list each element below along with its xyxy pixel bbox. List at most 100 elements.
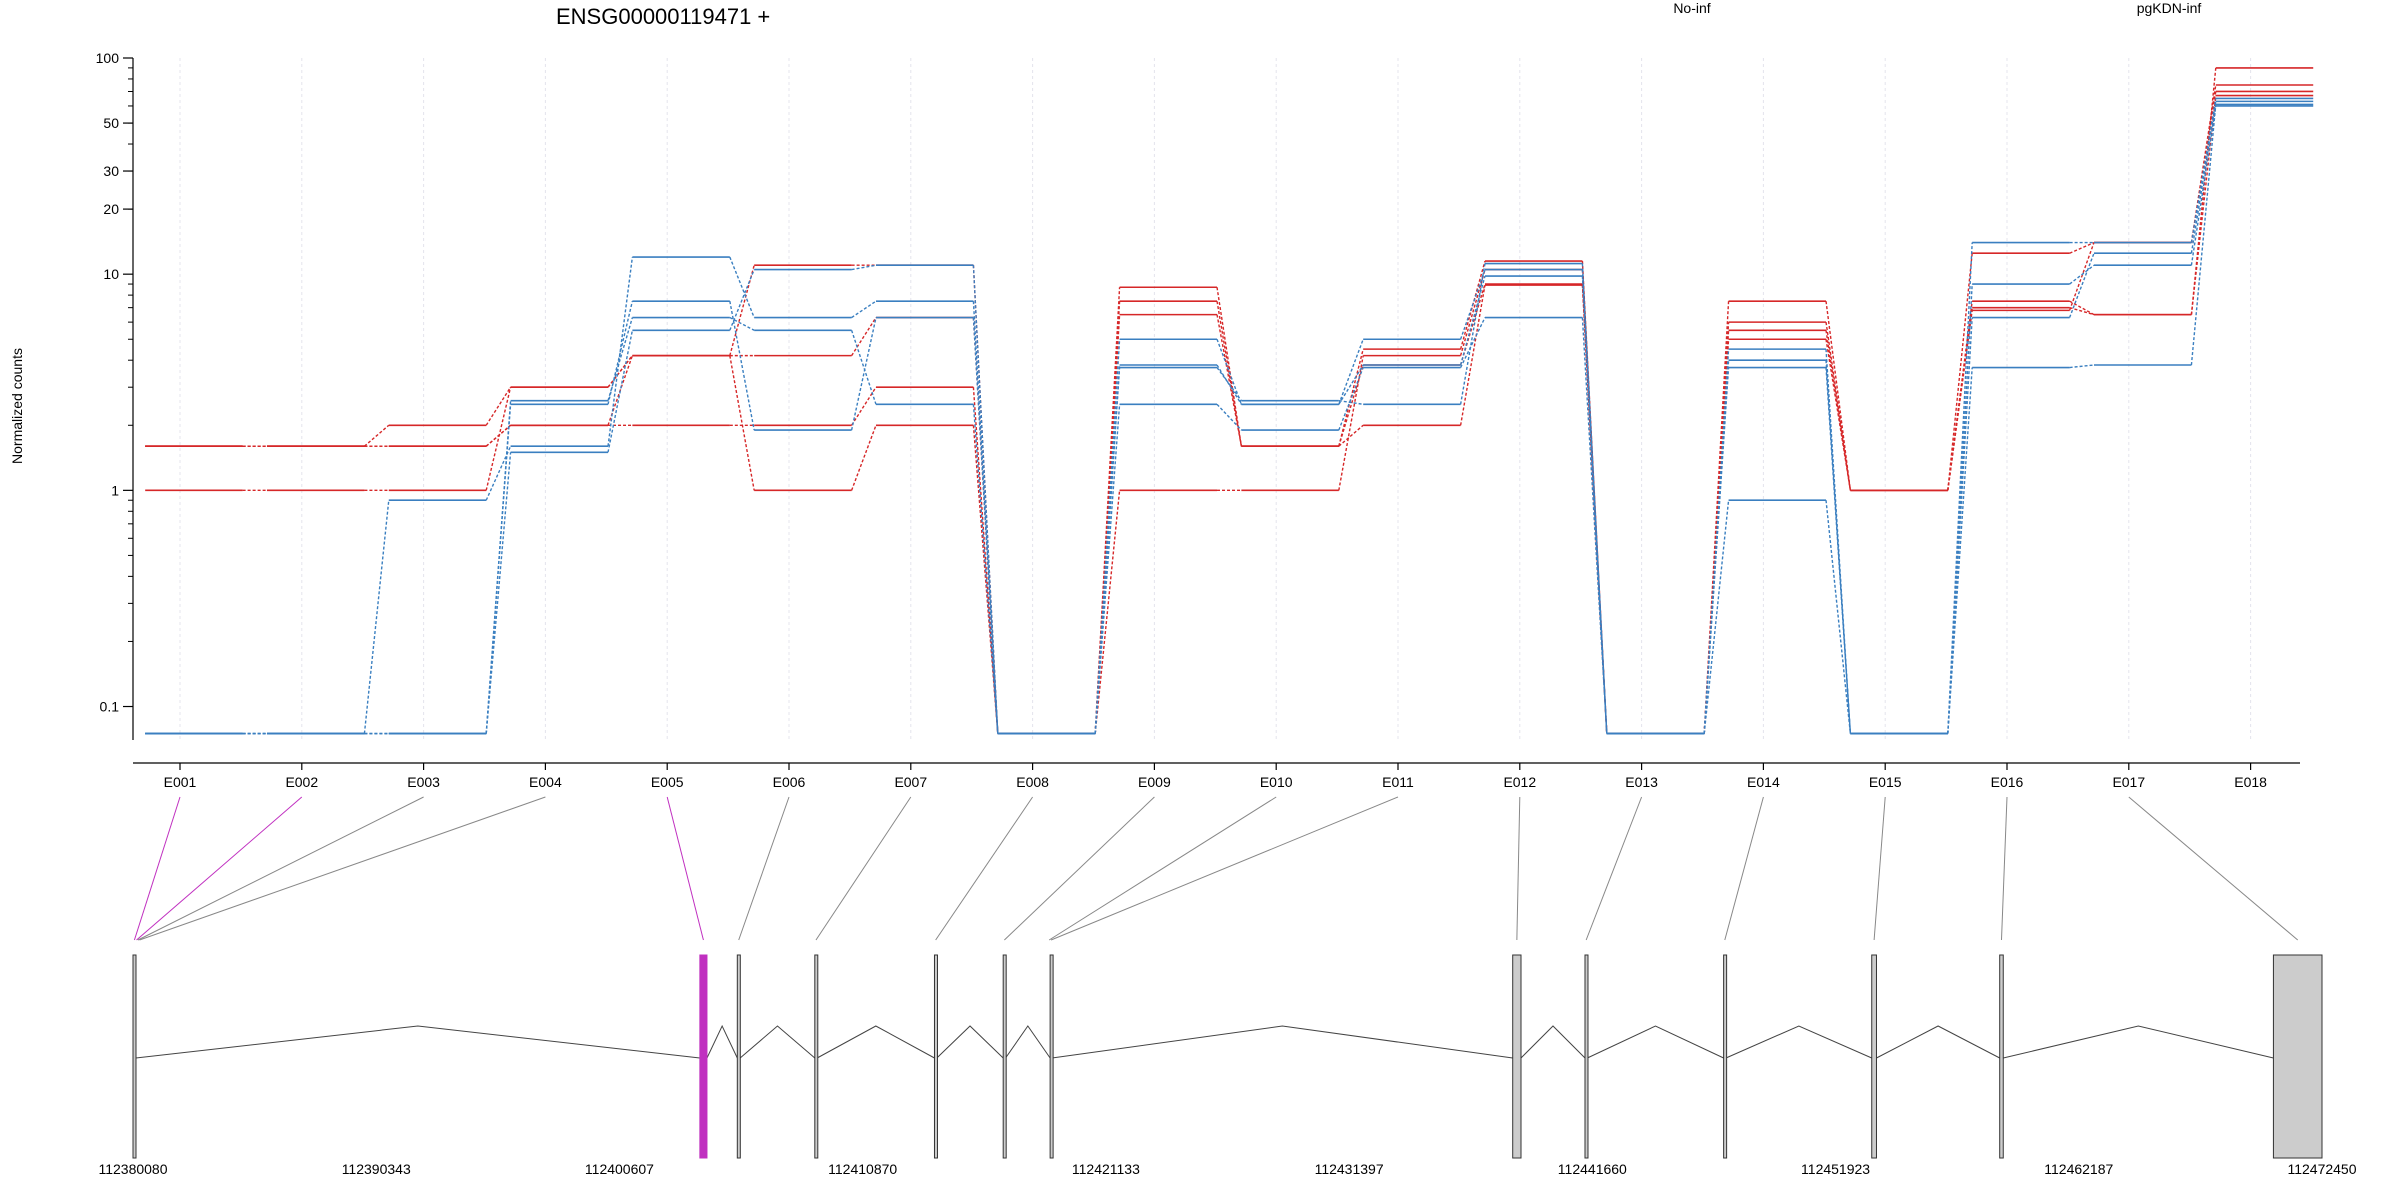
series-transition (729, 256, 755, 318)
coord-label: 112441660 (1558, 1161, 1627, 1177)
series-transition (1338, 339, 1364, 405)
coord-label: 112431397 (1315, 1161, 1384, 1177)
series-transition (850, 317, 877, 431)
series-transition (607, 330, 634, 453)
coord-label: 112472450 (2287, 1161, 2356, 1177)
series-transition (1216, 339, 1243, 405)
exon-box (1723, 954, 1728, 1159)
x-tick-label: E016 (1991, 774, 2024, 790)
exon-box (1871, 954, 1877, 1159)
coord-label: 112421133 (1072, 1161, 1140, 1177)
y-tick-label: 50 (103, 115, 119, 131)
intron (1725, 1025, 1872, 1059)
connector-e002 (136, 796, 303, 941)
x-tick-label: E004 (529, 774, 562, 790)
axes: 0.1 1 10 20 30 50 100 E001 E002 E003 E004 E005 E006 E… (96, 50, 2300, 790)
exon-box (1999, 954, 2004, 1159)
coord-label: 112390343 (342, 1161, 411, 1177)
intron (706, 1024, 738, 1059)
connector-e008 (935, 796, 1034, 941)
series-transition (485, 452, 512, 734)
series-transition (2069, 306, 2095, 316)
y-tick-label: 30 (103, 163, 119, 179)
connector-e017 (2128, 796, 2299, 941)
series-transition (1459, 263, 1486, 405)
series-transition (1338, 367, 1364, 431)
exon-box (933, 954, 938, 1159)
connector-e012 (1516, 796, 1521, 941)
exon-connectors (133, 796, 2299, 941)
series-transition (1094, 339, 1121, 734)
series-transition (2190, 104, 2217, 366)
series-no-inf (145, 67, 2314, 735)
intron (2003, 1025, 2274, 1059)
gridlines (179, 58, 2252, 740)
y-axis-label: Normalized counts (9, 348, 25, 464)
connector-e011 (1050, 796, 1399, 941)
series-no-inf (145, 90, 2314, 735)
series-transition (1947, 242, 1973, 734)
series-transition (1825, 330, 1852, 491)
series-transition (729, 301, 755, 431)
exon-box (132, 954, 137, 1159)
series-transition (729, 269, 755, 331)
series-transition (1947, 367, 1973, 734)
series-transition (972, 387, 999, 734)
series-transition (1338, 348, 1364, 447)
series-transition (2190, 101, 2217, 254)
series-pgkdn-inf (145, 103, 2314, 735)
coord-label: 112462187 (2044, 1161, 2113, 1177)
series-transition (607, 301, 634, 405)
coord-label: 112451923 (1801, 1161, 1870, 1177)
series-transition (1216, 301, 1243, 447)
series-transition (851, 300, 877, 319)
series-transition (972, 265, 999, 734)
connector-e005 (666, 796, 704, 941)
series-no-inf (145, 94, 2314, 735)
series-transition (2190, 105, 2217, 266)
series-transition (851, 264, 877, 271)
x-tick-label: E002 (285, 774, 318, 790)
connector-e016 (2000, 796, 2008, 941)
x-tick-label: E013 (1625, 774, 1658, 790)
coord-label: 112400607 (585, 1161, 654, 1177)
series-transition (363, 424, 390, 447)
series-transition (2068, 242, 2095, 311)
series-transition (2069, 364, 2095, 369)
y-tick-label: 10 (103, 266, 119, 282)
exon-box (736, 954, 741, 1159)
connector-e004 (139, 796, 546, 941)
series-transition (2190, 95, 2217, 315)
x-tick-label: E012 (1503, 774, 1536, 790)
series-transition (729, 265, 755, 356)
series-transition (850, 330, 877, 405)
series-transition (485, 387, 512, 491)
y-tick-label: 1 (111, 482, 119, 498)
connector-e001 (133, 796, 181, 941)
intron (739, 1025, 816, 1059)
connector-e013 (1585, 796, 1643, 941)
series-lines (145, 67, 2314, 735)
connector-e010 (1048, 796, 1277, 941)
x-tick-label: E003 (407, 774, 440, 790)
series-transition (1216, 287, 1243, 447)
series-transition (850, 425, 877, 491)
series-transition (729, 355, 755, 491)
series-transition (972, 317, 999, 734)
series-transition (2069, 264, 2095, 285)
series-transition (1703, 301, 1730, 734)
series-transition (485, 386, 512, 426)
intron (1587, 1025, 1724, 1059)
series-transition (2190, 98, 2217, 243)
y-tick-label: 100 (96, 50, 120, 66)
y-tick-label: 20 (103, 201, 119, 217)
series-transition (1459, 317, 1486, 368)
exon-box (1584, 954, 1589, 1159)
connector-e015 (1873, 796, 1886, 941)
series-transition (1338, 355, 1364, 491)
x-tick-label: E018 (2234, 774, 2267, 790)
series-transition (1703, 367, 1730, 734)
x-tick-label: E015 (1869, 774, 1902, 790)
series-transition (1947, 284, 1973, 734)
series-transition (485, 424, 512, 447)
